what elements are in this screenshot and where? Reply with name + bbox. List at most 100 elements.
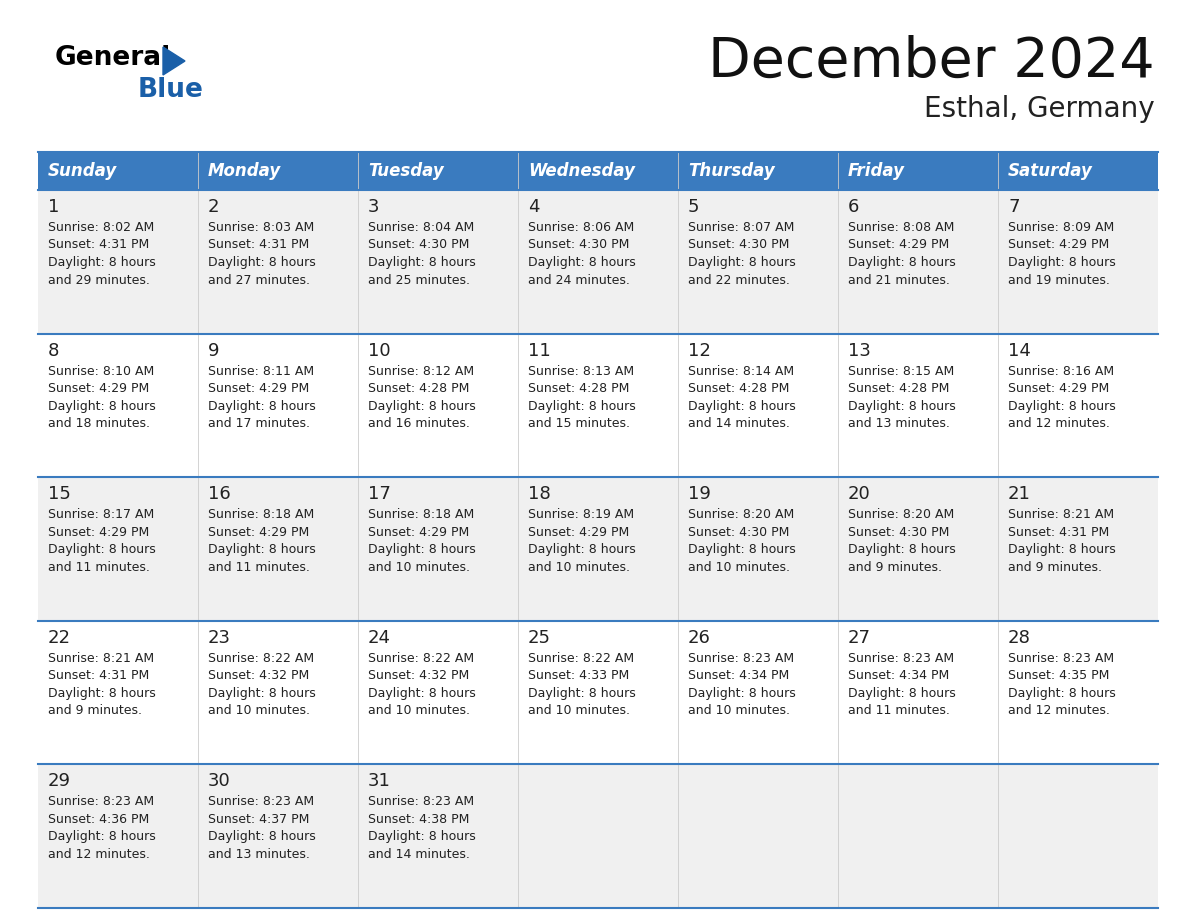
Text: Sunset: 4:30 PM: Sunset: 4:30 PM bbox=[688, 239, 789, 252]
Text: Sunrise: 8:10 AM: Sunrise: 8:10 AM bbox=[48, 364, 154, 377]
Text: Sunset: 4:30 PM: Sunset: 4:30 PM bbox=[527, 239, 630, 252]
Text: Sunset: 4:29 PM: Sunset: 4:29 PM bbox=[48, 526, 150, 539]
Text: Friday: Friday bbox=[848, 162, 905, 180]
Text: 29: 29 bbox=[48, 772, 71, 790]
Text: 10: 10 bbox=[368, 341, 391, 360]
Text: Sunday: Sunday bbox=[48, 162, 118, 180]
Text: Daylight: 8 hours: Daylight: 8 hours bbox=[688, 543, 796, 556]
Text: and 12 minutes.: and 12 minutes. bbox=[1007, 704, 1110, 717]
Text: 31: 31 bbox=[368, 772, 391, 790]
Text: Sunrise: 8:18 AM: Sunrise: 8:18 AM bbox=[368, 509, 474, 521]
Text: and 27 minutes.: and 27 minutes. bbox=[208, 274, 310, 286]
Text: Daylight: 8 hours: Daylight: 8 hours bbox=[688, 399, 796, 412]
Text: Sunset: 4:28 PM: Sunset: 4:28 PM bbox=[368, 382, 469, 395]
Text: 15: 15 bbox=[48, 486, 71, 503]
Text: and 9 minutes.: and 9 minutes. bbox=[48, 704, 143, 717]
Text: December 2024: December 2024 bbox=[708, 35, 1155, 89]
Text: Sunset: 4:29 PM: Sunset: 4:29 PM bbox=[208, 382, 309, 395]
Text: Sunrise: 8:22 AM: Sunrise: 8:22 AM bbox=[527, 652, 634, 665]
Text: 9: 9 bbox=[208, 341, 220, 360]
Text: and 17 minutes.: and 17 minutes. bbox=[208, 417, 310, 431]
Text: and 10 minutes.: and 10 minutes. bbox=[208, 704, 310, 717]
Text: 23: 23 bbox=[208, 629, 230, 647]
Text: Daylight: 8 hours: Daylight: 8 hours bbox=[527, 687, 636, 700]
Text: Saturday: Saturday bbox=[1007, 162, 1093, 180]
Text: Sunset: 4:29 PM: Sunset: 4:29 PM bbox=[1007, 382, 1110, 395]
Text: Sunrise: 8:20 AM: Sunrise: 8:20 AM bbox=[688, 509, 795, 521]
Bar bbox=[38, 621, 1158, 765]
Text: Esthal, Germany: Esthal, Germany bbox=[924, 95, 1155, 123]
Text: 18: 18 bbox=[527, 486, 551, 503]
Text: and 10 minutes.: and 10 minutes. bbox=[527, 561, 630, 574]
Text: and 11 minutes.: and 11 minutes. bbox=[208, 561, 310, 574]
Text: 17: 17 bbox=[368, 486, 391, 503]
Text: and 13 minutes.: and 13 minutes. bbox=[848, 417, 950, 431]
Text: Sunrise: 8:15 AM: Sunrise: 8:15 AM bbox=[848, 364, 954, 377]
Text: Sunset: 4:29 PM: Sunset: 4:29 PM bbox=[368, 526, 469, 539]
Text: Sunset: 4:29 PM: Sunset: 4:29 PM bbox=[48, 382, 150, 395]
Text: 7: 7 bbox=[1007, 198, 1019, 216]
Text: and 11 minutes.: and 11 minutes. bbox=[848, 704, 950, 717]
Text: Sunset: 4:32 PM: Sunset: 4:32 PM bbox=[208, 669, 309, 682]
Text: Daylight: 8 hours: Daylight: 8 hours bbox=[527, 399, 636, 412]
Text: 26: 26 bbox=[688, 629, 710, 647]
Text: 21: 21 bbox=[1007, 486, 1031, 503]
Bar bbox=[38, 765, 1158, 908]
Text: Sunset: 4:34 PM: Sunset: 4:34 PM bbox=[688, 669, 789, 682]
Text: 11: 11 bbox=[527, 341, 551, 360]
Text: Sunrise: 8:12 AM: Sunrise: 8:12 AM bbox=[368, 364, 474, 377]
Bar bbox=[38, 152, 1158, 190]
Text: 5: 5 bbox=[688, 198, 700, 216]
Text: Sunset: 4:29 PM: Sunset: 4:29 PM bbox=[527, 526, 630, 539]
Bar bbox=[38, 333, 1158, 477]
Text: Sunrise: 8:11 AM: Sunrise: 8:11 AM bbox=[208, 364, 314, 377]
Text: Daylight: 8 hours: Daylight: 8 hours bbox=[527, 256, 636, 269]
Text: Sunset: 4:30 PM: Sunset: 4:30 PM bbox=[368, 239, 469, 252]
Text: and 10 minutes.: and 10 minutes. bbox=[527, 704, 630, 717]
Text: Sunrise: 8:02 AM: Sunrise: 8:02 AM bbox=[48, 221, 154, 234]
Text: Daylight: 8 hours: Daylight: 8 hours bbox=[848, 687, 956, 700]
Text: 12: 12 bbox=[688, 341, 710, 360]
Text: Daylight: 8 hours: Daylight: 8 hours bbox=[688, 256, 796, 269]
Text: Sunrise: 8:17 AM: Sunrise: 8:17 AM bbox=[48, 509, 154, 521]
Text: and 12 minutes.: and 12 minutes. bbox=[48, 848, 150, 861]
Text: Sunrise: 8:23 AM: Sunrise: 8:23 AM bbox=[368, 795, 474, 809]
Text: Wednesday: Wednesday bbox=[527, 162, 636, 180]
Text: 1: 1 bbox=[48, 198, 59, 216]
Text: and 21 minutes.: and 21 minutes. bbox=[848, 274, 950, 286]
Text: Sunset: 4:29 PM: Sunset: 4:29 PM bbox=[208, 526, 309, 539]
Text: and 14 minutes.: and 14 minutes. bbox=[688, 417, 790, 431]
Text: Daylight: 8 hours: Daylight: 8 hours bbox=[848, 399, 956, 412]
Text: 30: 30 bbox=[208, 772, 230, 790]
Text: and 11 minutes.: and 11 minutes. bbox=[48, 561, 150, 574]
Text: 24: 24 bbox=[368, 629, 391, 647]
Text: Sunset: 4:38 PM: Sunset: 4:38 PM bbox=[368, 813, 469, 826]
Text: Sunrise: 8:04 AM: Sunrise: 8:04 AM bbox=[368, 221, 474, 234]
Text: Sunrise: 8:21 AM: Sunrise: 8:21 AM bbox=[48, 652, 154, 665]
Text: and 10 minutes.: and 10 minutes. bbox=[688, 561, 790, 574]
Text: Daylight: 8 hours: Daylight: 8 hours bbox=[1007, 399, 1116, 412]
Text: 20: 20 bbox=[848, 486, 871, 503]
Text: Sunset: 4:29 PM: Sunset: 4:29 PM bbox=[848, 239, 949, 252]
Text: Sunset: 4:35 PM: Sunset: 4:35 PM bbox=[1007, 669, 1110, 682]
Polygon shape bbox=[163, 47, 185, 75]
Text: 13: 13 bbox=[848, 341, 871, 360]
Text: Sunrise: 8:14 AM: Sunrise: 8:14 AM bbox=[688, 364, 794, 377]
Text: Sunset: 4:33 PM: Sunset: 4:33 PM bbox=[527, 669, 630, 682]
Text: Daylight: 8 hours: Daylight: 8 hours bbox=[48, 687, 156, 700]
Bar bbox=[38, 190, 1158, 333]
Text: Sunrise: 8:13 AM: Sunrise: 8:13 AM bbox=[527, 364, 634, 377]
Text: Sunrise: 8:23 AM: Sunrise: 8:23 AM bbox=[208, 795, 314, 809]
Text: Sunset: 4:34 PM: Sunset: 4:34 PM bbox=[848, 669, 949, 682]
Text: Sunset: 4:29 PM: Sunset: 4:29 PM bbox=[1007, 239, 1110, 252]
Text: Sunrise: 8:09 AM: Sunrise: 8:09 AM bbox=[1007, 221, 1114, 234]
Text: 2: 2 bbox=[208, 198, 220, 216]
Text: Sunset: 4:36 PM: Sunset: 4:36 PM bbox=[48, 813, 150, 826]
Text: and 9 minutes.: and 9 minutes. bbox=[1007, 561, 1102, 574]
Text: Sunset: 4:30 PM: Sunset: 4:30 PM bbox=[688, 526, 789, 539]
Text: Sunrise: 8:22 AM: Sunrise: 8:22 AM bbox=[368, 652, 474, 665]
Text: Daylight: 8 hours: Daylight: 8 hours bbox=[208, 256, 316, 269]
Text: and 13 minutes.: and 13 minutes. bbox=[208, 848, 310, 861]
Text: 22: 22 bbox=[48, 629, 71, 647]
Text: Sunset: 4:37 PM: Sunset: 4:37 PM bbox=[208, 813, 309, 826]
